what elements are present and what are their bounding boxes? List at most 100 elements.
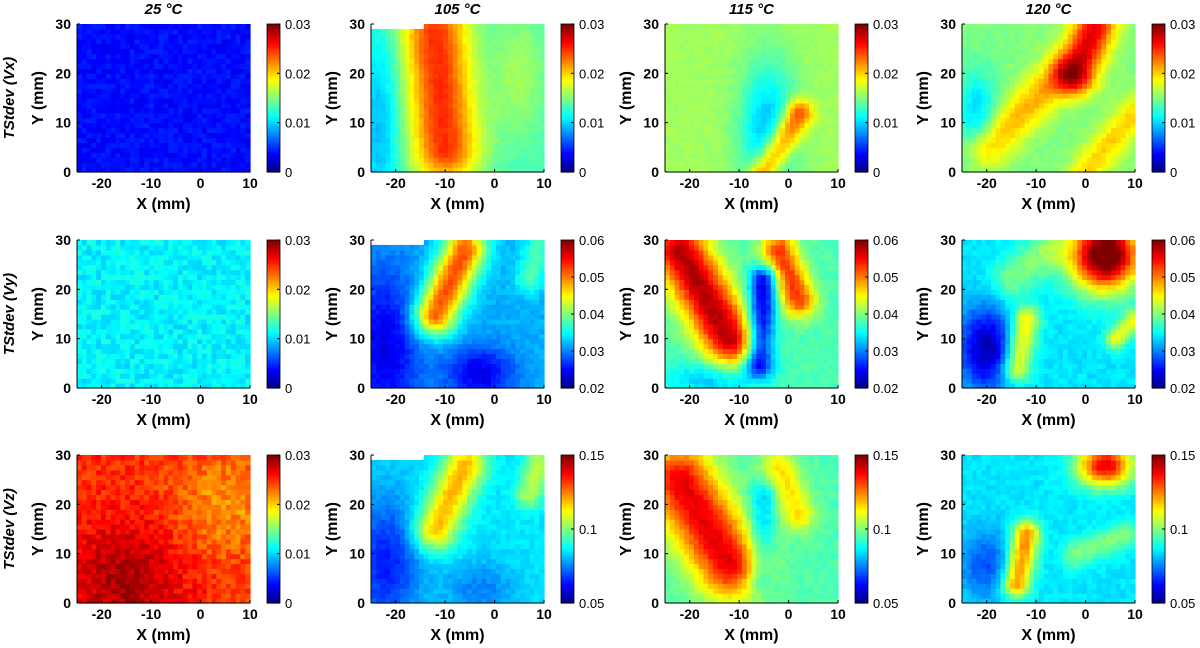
heatmap-cell	[785, 43, 791, 50]
heatmap-cell	[717, 43, 724, 50]
heatmap-cell	[1010, 38, 1016, 45]
heatmap-cell	[1082, 132, 1088, 139]
heatmap-cell	[375, 102, 382, 109]
heatmap-cell	[804, 147, 810, 153]
heatmap-cell	[173, 63, 179, 69]
heatmap-cell	[986, 24, 992, 30]
heatmap-cell	[1120, 147, 1126, 153]
heatmap-cell	[722, 157, 729, 163]
heatmap-cell	[120, 83, 126, 89]
heatmap-cell	[1096, 33, 1102, 40]
heatmap-cell	[794, 152, 801, 158]
heatmap-cell	[737, 88, 743, 94]
heatmap-cell	[211, 28, 217, 35]
heatmap-cell	[751, 28, 757, 35]
heatmap-cell	[500, 162, 507, 168]
heatmap-cell	[216, 102, 222, 109]
heatmap-cell	[486, 157, 492, 163]
heatmap-cell	[158, 152, 165, 158]
heatmap-cell	[679, 93, 685, 99]
heatmap-cell	[674, 73, 681, 79]
x-tick-label: -20	[680, 175, 700, 191]
heatmap-cell	[173, 33, 179, 40]
heatmap-cell	[447, 167, 454, 173]
heatmap-cell	[452, 107, 459, 114]
heatmap-cell	[77, 333, 83, 340]
heatmap-cell	[995, 147, 1002, 153]
heatmap-cell	[390, 78, 396, 84]
heatmap-cell	[86, 353, 93, 359]
heatmap-cell	[828, 83, 834, 89]
heatmap-cell	[91, 132, 97, 139]
heatmap-cell	[86, 73, 93, 79]
heatmap-cell	[110, 162, 117, 168]
colorbar-segment	[561, 109, 574, 113]
heatmap-cell	[495, 112, 502, 119]
heatmap-cell	[134, 93, 141, 99]
heatmap-cell	[433, 162, 439, 168]
heatmap-cell	[476, 78, 483, 84]
y-axis-label: Y (mm)	[30, 71, 47, 125]
heatmap-cell	[1091, 107, 1098, 114]
heatmap-cell	[110, 28, 117, 35]
heatmap-cell	[1115, 112, 1122, 119]
heatmap-cell	[1053, 93, 1059, 99]
heatmap-cell	[1058, 147, 1064, 153]
heatmap-cell	[669, 167, 676, 173]
heatmap-cell	[105, 48, 112, 55]
heatmap-cell	[86, 383, 93, 389]
heatmap-cell	[698, 38, 705, 45]
heatmap-cell	[486, 88, 492, 94]
heatmap-cell	[395, 157, 401, 163]
y-tick-label: 10	[349, 115, 365, 131]
heatmap-cell	[192, 102, 198, 109]
heatmap-cell	[665, 33, 671, 40]
heatmap-cell	[476, 28, 483, 35]
heatmap-cell	[1110, 137, 1117, 143]
heatmap-cell	[971, 33, 978, 40]
heatmap-cell	[1024, 152, 1030, 158]
heatmap-cell	[1115, 73, 1122, 79]
heatmap-cell	[1096, 63, 1102, 69]
heatmap-cell	[799, 152, 805, 158]
heatmap-cell	[447, 122, 454, 129]
heatmap-cell	[115, 78, 121, 84]
heatmap-cell	[833, 102, 839, 109]
heatmap-cell	[813, 73, 820, 79]
colorbar-segment	[561, 58, 574, 62]
heatmap-cell	[722, 53, 729, 60]
heatmap-cell	[221, 152, 227, 158]
heatmap-cell	[129, 147, 136, 153]
heatmap-cell	[471, 147, 478, 153]
heatmap-cell	[1034, 157, 1040, 163]
heatmap-cell	[1130, 58, 1136, 65]
heatmap-cell	[1024, 58, 1030, 65]
heatmap-cell	[182, 28, 189, 35]
heatmap-cell	[794, 127, 801, 134]
heatmap-cell	[809, 93, 815, 99]
heatmap-cell	[761, 63, 767, 69]
heatmap-cell	[81, 323, 88, 330]
heatmap-cell	[1000, 132, 1006, 139]
heatmap-cell	[1072, 53, 1078, 60]
heatmap-cell	[1096, 88, 1102, 94]
heatmap-cell	[153, 68, 160, 74]
colorbar-segment	[561, 98, 574, 101]
heatmap-cell	[1005, 83, 1011, 89]
heatmap-cell	[689, 83, 695, 89]
colorbar-segment	[855, 79, 868, 83]
heatmap-cell	[828, 98, 834, 104]
heatmap-cell	[1091, 58, 1098, 65]
heatmap-cell	[500, 63, 507, 69]
heatmap-cell	[211, 107, 217, 114]
heatmap-cell	[976, 73, 982, 79]
heatmap-cell	[799, 68, 805, 74]
heatmap-cell	[534, 43, 540, 50]
heatmap-cell	[216, 73, 222, 79]
heatmap-cell	[423, 93, 430, 99]
heatmap-cell	[443, 112, 449, 119]
heatmap-cell	[467, 152, 473, 158]
heatmap-cell	[216, 167, 222, 173]
heatmap-cell	[110, 249, 117, 256]
heatmap-cell	[510, 24, 516, 30]
